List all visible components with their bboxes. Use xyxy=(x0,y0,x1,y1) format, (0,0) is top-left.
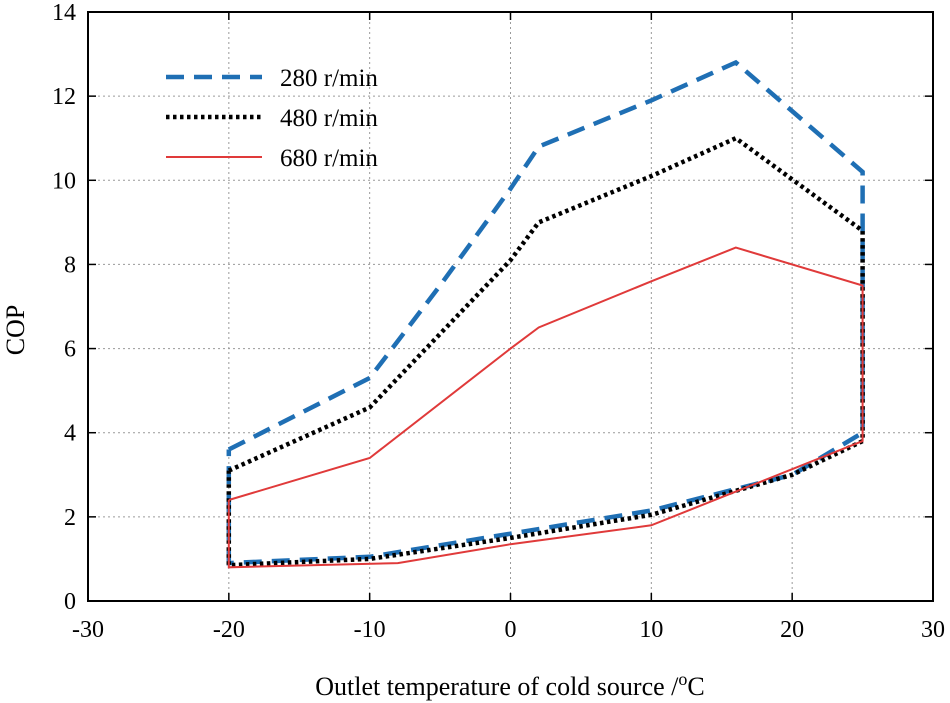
x-axis-title-text: Outlet temperature of cold source / xyxy=(315,672,679,701)
x-axis-title-unit-sup: o xyxy=(678,669,687,689)
y-tick-label: 0 xyxy=(64,589,76,615)
cop-line-chart: -30 -20 -10 0 10 20 30 0 2 4 6 8 10 12 14 280 r/min 480… xyxy=(0,0,950,703)
grid-lines xyxy=(88,12,933,601)
x-tick-label: -20 xyxy=(213,617,245,643)
x-axis-title: Outlet temperature of cold source /oC xyxy=(315,669,704,701)
x-tick-label: 0 xyxy=(505,617,517,643)
y-tick-label: 6 xyxy=(64,337,76,363)
x-tick-label: 30 xyxy=(921,617,945,643)
x-axis-title-unit: C xyxy=(687,672,704,701)
x-tick-label: 10 xyxy=(639,617,663,643)
x-tick-label: -30 xyxy=(72,617,104,643)
x-tick-label: 20 xyxy=(780,617,804,643)
legend: 280 r/min 480 r/min 680 r/min xyxy=(166,65,378,172)
series-lines xyxy=(229,63,863,568)
y-tick-label: 10 xyxy=(52,168,76,194)
legend-label: 280 r/min xyxy=(280,65,378,92)
y-tick-label: 2 xyxy=(64,505,76,531)
y-tick-label: 12 xyxy=(52,84,76,110)
x-tick-label: -10 xyxy=(354,617,386,643)
series-line-680-r-min xyxy=(229,248,863,568)
y-tick-label: 8 xyxy=(64,252,76,278)
legend-label: 480 r/min xyxy=(280,105,378,132)
y-tick-label: 4 xyxy=(64,421,76,447)
series-line-280-r-min xyxy=(229,63,863,564)
y-tick-label: 14 xyxy=(52,0,76,26)
legend-label: 680 r/min xyxy=(280,145,378,172)
series-line-480-r-min xyxy=(229,138,863,565)
y-axis-title: COP xyxy=(1,305,30,356)
